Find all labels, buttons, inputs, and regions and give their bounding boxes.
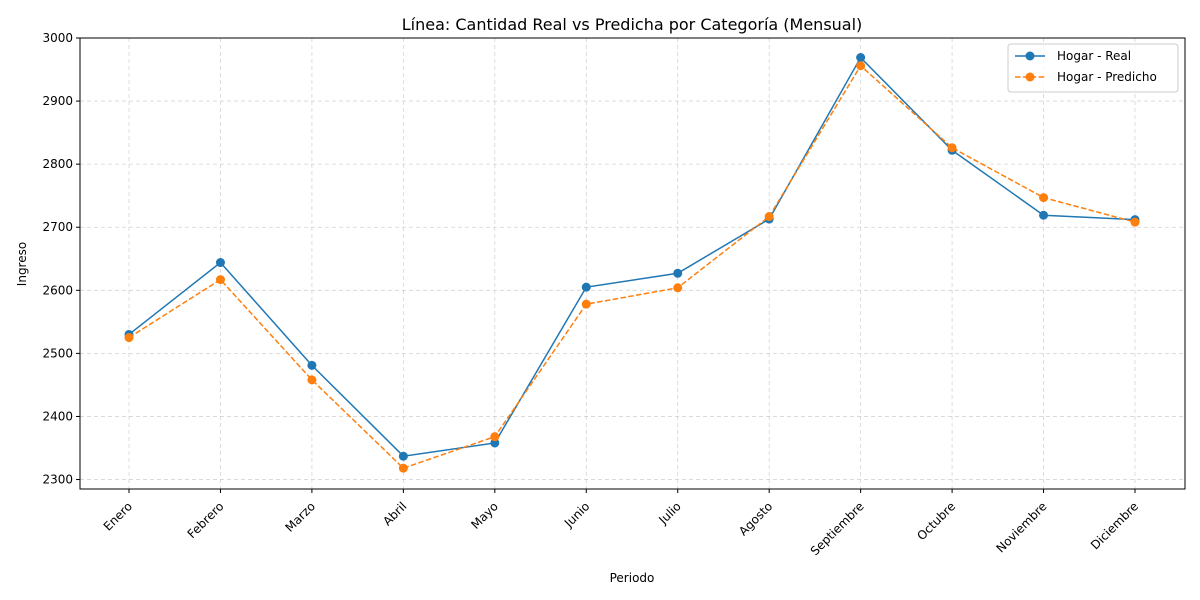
x-tick-label: Abril bbox=[380, 499, 409, 528]
data-point-hogar-real bbox=[1039, 210, 1049, 220]
y-tick-label: 2800 bbox=[42, 157, 73, 171]
data-point-hogar-predicho bbox=[124, 333, 134, 343]
x-tick-label: Mayo bbox=[468, 499, 501, 532]
series-lines bbox=[124, 53, 1140, 473]
x-tick-label: Agosto bbox=[736, 499, 775, 538]
x-tick-label: Enero bbox=[101, 499, 135, 533]
data-point-hogar-real bbox=[581, 282, 591, 292]
legend-marker-hogar-predicho bbox=[1025, 72, 1035, 82]
x-tick-label: Octubre bbox=[914, 499, 958, 543]
data-point-hogar-predicho bbox=[490, 432, 500, 442]
y-tick-label: 3000 bbox=[42, 31, 73, 45]
x-tick-label: Marzo bbox=[282, 499, 318, 535]
x-tick-label: Febrero bbox=[185, 499, 227, 541]
data-point-hogar-predicho bbox=[307, 375, 317, 385]
legend: Hogar - Real Hogar - Predicho bbox=[1007, 43, 1179, 93]
y-tick-label: 2900 bbox=[42, 94, 73, 108]
y-tick-label: 2500 bbox=[42, 346, 73, 360]
data-point-hogar-predicho bbox=[856, 61, 866, 71]
y-tick-label: 2300 bbox=[42, 473, 73, 487]
y-tick-label: 2600 bbox=[42, 283, 73, 297]
series-line-hogar-predicho bbox=[128, 64, 1136, 470]
chart-title: Línea: Cantidad Real vs Predicha por Cat… bbox=[402, 15, 863, 34]
data-point-hogar-predicho bbox=[673, 283, 683, 293]
legend-label-hogar-predicho: Hogar - Predicho bbox=[1057, 70, 1157, 84]
data-point-hogar-real bbox=[215, 258, 225, 268]
x-tick-label: Noviembre bbox=[993, 499, 1049, 555]
x-axis-label: Periodo bbox=[610, 571, 655, 585]
x-tick-label: Septiembre bbox=[808, 499, 867, 558]
y-axis-ticks: 2300 2400 2500 2600 2700 2800 2900 3000 bbox=[42, 31, 80, 487]
data-point-hogar-predicho bbox=[947, 143, 957, 153]
data-point-hogar-predicho bbox=[581, 299, 591, 309]
grid bbox=[80, 37, 1185, 489]
data-point-hogar-predicho bbox=[1039, 193, 1049, 203]
data-point-hogar-real bbox=[490, 438, 500, 448]
legend-frame bbox=[1007, 43, 1179, 93]
x-tick-label: Julio bbox=[655, 499, 683, 527]
data-point-hogar-real bbox=[856, 53, 866, 63]
data-point-hogar-predicho bbox=[398, 463, 408, 473]
data-point-hogar-predicho bbox=[764, 212, 774, 222]
data-point-hogar-predicho bbox=[1130, 217, 1140, 227]
y-tick-label: 2400 bbox=[42, 409, 73, 423]
y-axis-label: Ingreso bbox=[15, 242, 29, 286]
x-axis-ticks: Enero Febrero Marzo Abril Mayo Junio Julio Agos… bbox=[101, 489, 1141, 558]
data-point-hogar-real bbox=[307, 360, 317, 370]
plot-frame bbox=[79, 37, 1186, 490]
legend-label-hogar-real: Hogar - Real bbox=[1057, 49, 1131, 63]
data-point-hogar-real bbox=[673, 268, 683, 278]
x-tick-label: Diciembre bbox=[1088, 499, 1141, 552]
y-tick-label: 2700 bbox=[42, 220, 73, 234]
series-line-hogar-real bbox=[128, 56, 1136, 457]
data-point-hogar-predicho bbox=[215, 275, 225, 285]
data-point-hogar-real bbox=[398, 451, 408, 461]
x-tick-label: Junio bbox=[561, 499, 592, 530]
legend-marker-hogar-real bbox=[1025, 51, 1035, 61]
